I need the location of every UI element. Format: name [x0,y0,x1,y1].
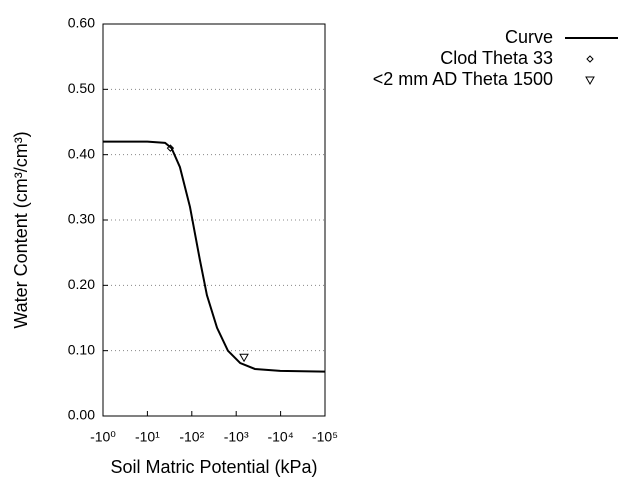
legend-swatch [585,76,595,86]
x-tick-label: -10² [179,429,204,445]
y-tick-label: 0.20 [68,276,95,292]
x-tick-label: -10⁰ [90,429,116,445]
plot-frame [102,23,326,417]
point [239,353,249,363]
legend-label: <2 mm AD Theta 1500 [373,69,553,89]
y-tick-label: 0.40 [68,145,95,161]
x-tick-label: -10⁵ [312,429,338,445]
y-axis-label: Water Content (cm³/cm³) [11,131,31,328]
legend-swatch [586,55,594,63]
curve [103,140,326,373]
y-tick-label: 0.00 [68,407,95,423]
legend-label: Curve [505,27,553,47]
x-axis-label: Soil Matric Potential (kPa) [110,457,317,477]
y-tick-label: 0.50 [68,80,95,96]
y-tick-label: 0.30 [68,211,95,227]
x-tick-label: -10¹ [135,429,160,445]
x-tick-label: -10⁴ [267,429,293,445]
y-tick-label: 0.10 [68,341,95,357]
legend-label: Clod Theta 33 [440,48,553,68]
point [166,144,175,152]
y-tick-label: 0.60 [68,15,95,31]
x-tick-label: -10³ [224,429,249,445]
